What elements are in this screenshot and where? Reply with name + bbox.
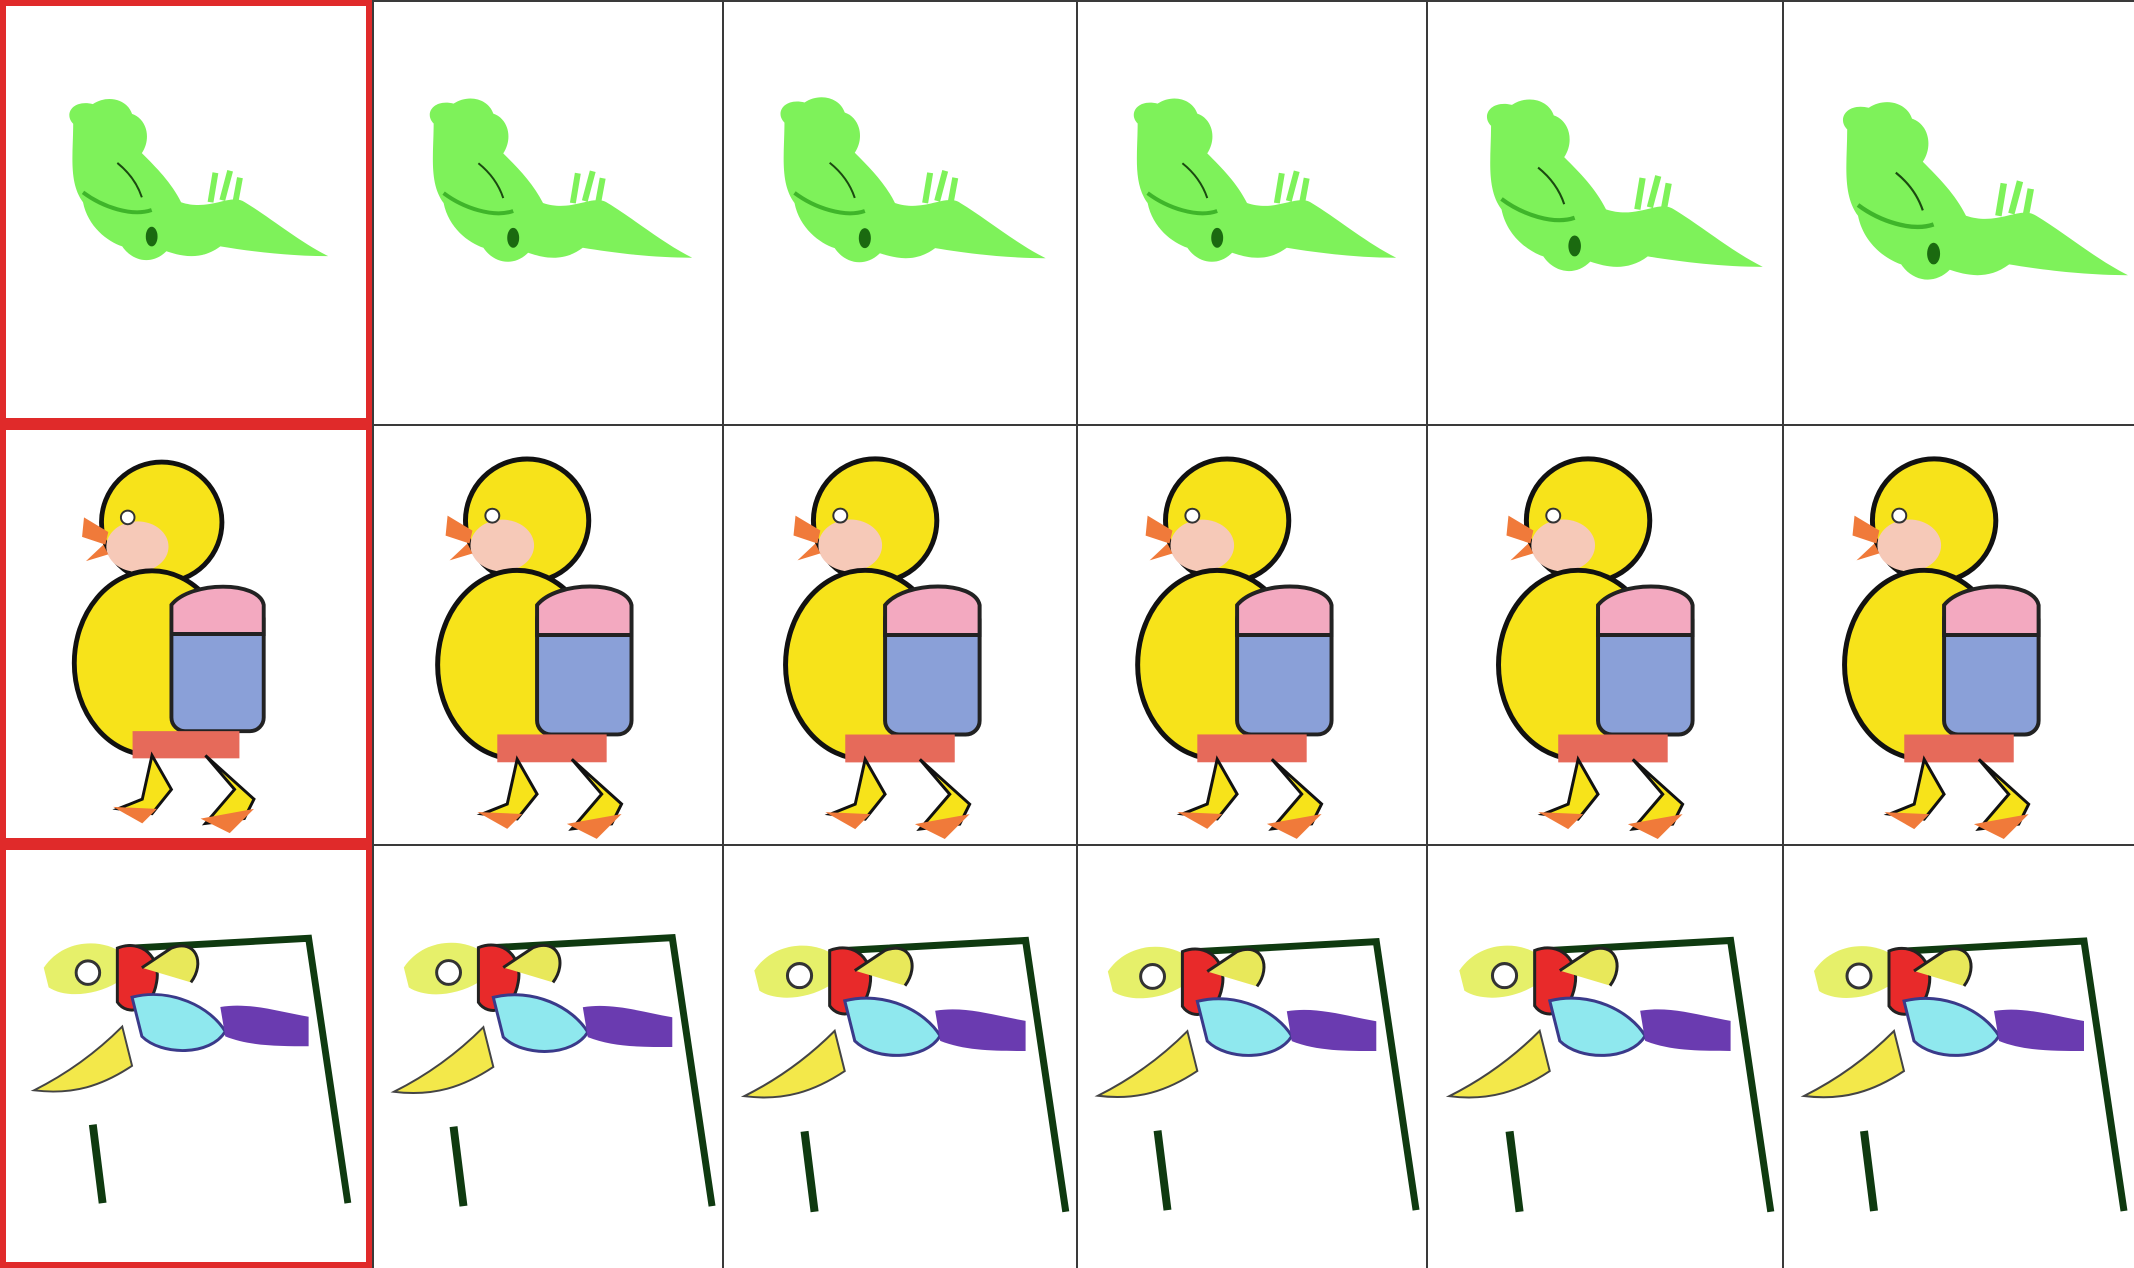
green-lizard-result-image bbox=[1782, 0, 2134, 424]
yellow-duckling-with-backpack-reference-image bbox=[0, 424, 372, 844]
green-lizard-result-image bbox=[722, 0, 1076, 424]
green-lizard-result-image bbox=[372, 0, 722, 424]
green-lizard-reference-image bbox=[0, 0, 372, 424]
parrot-on-perch-result-image bbox=[1426, 844, 1782, 1268]
parrot-on-perch-illustration bbox=[740, 936, 1070, 1213]
parrot-on-perch-illustration bbox=[1800, 937, 2128, 1212]
green-lizard-result-image bbox=[1426, 0, 1782, 424]
parrot-on-perch-result-image bbox=[1076, 844, 1426, 1268]
yellow-duckling-with-backpack-illustration bbox=[1842, 456, 2041, 840]
yellow-duckling-with-backpack-result-image bbox=[372, 424, 722, 844]
parrot-on-perch-illustration bbox=[1445, 936, 1775, 1213]
yellow-duckling-with-backpack-illustration bbox=[783, 456, 982, 840]
yellow-duckling-with-backpack-result-image bbox=[1782, 424, 2134, 844]
parrot-on-perch-result-image bbox=[372, 844, 722, 1268]
yellow-duckling-with-backpack-result-image bbox=[1076, 424, 1426, 844]
parrot-on-perch-illustration bbox=[1094, 938, 1420, 1211]
yellow-duckling-with-backpack-illustration bbox=[71, 459, 266, 834]
yellow-duckling-with-backpack-illustration bbox=[1135, 456, 1334, 839]
yellow-duckling-with-backpack-result-image bbox=[722, 424, 1076, 844]
yellow-duckling-with-backpack-illustration bbox=[435, 456, 634, 839]
parrot-on-perch-illustration bbox=[390, 934, 716, 1207]
green-lizard-illustration bbox=[69, 98, 329, 261]
yellow-duckling-with-backpack-result-image bbox=[1426, 424, 1782, 844]
parrot-on-perch-illustration bbox=[30, 934, 352, 1204]
green-lizard-illustration bbox=[1842, 102, 2128, 280]
parrot-on-perch-result-image bbox=[1782, 844, 2134, 1268]
yellow-duckling-with-backpack-illustration bbox=[1496, 456, 1695, 840]
green-lizard-illustration bbox=[1133, 98, 1397, 262]
parrot-on-perch-result-image bbox=[722, 844, 1076, 1268]
green-lizard-illustration bbox=[780, 97, 1046, 263]
green-lizard-result-image bbox=[1076, 0, 1426, 424]
parrot-on-perch-reference-image bbox=[0, 844, 372, 1268]
green-lizard-illustration bbox=[1486, 99, 1763, 272]
green-lizard-illustration bbox=[429, 98, 693, 262]
